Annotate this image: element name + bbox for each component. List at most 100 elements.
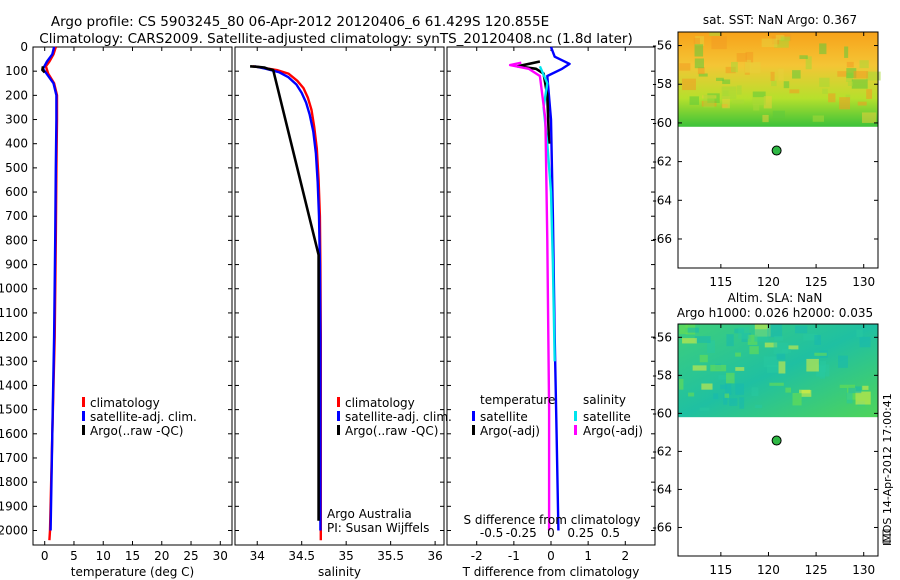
altim-sla-field-cell <box>803 333 818 341</box>
salinity-series-argo <box>250 65 320 521</box>
difference-series-sal_satellite <box>538 65 556 362</box>
altim-sla-field-cell <box>764 342 778 348</box>
altim-sla-field-cell <box>726 372 735 384</box>
sat-sst-field-cell <box>716 77 724 82</box>
depth-tick-label: 2000 <box>0 523 28 537</box>
sat-sst-lat-label: -60 <box>652 116 672 130</box>
altim-sla-argo-marker <box>771 435 782 446</box>
altim-sla-field-cell <box>682 338 697 344</box>
altim-sla-field-cell <box>767 324 783 338</box>
sst-map: -56 -58 -60 -62 -64 -66 115 120 125 130 <box>652 31 881 289</box>
altim-sla-field-cell <box>778 361 786 374</box>
sat-sst-field-cell <box>689 96 699 105</box>
legend-swatch-s-sal_argo <box>574 425 577 435</box>
difference-xtick-label: 2 <box>621 549 629 563</box>
altim-sla-field-cell <box>773 342 789 355</box>
altim-sla-field-cell <box>814 334 821 345</box>
sat-sst-field-cell <box>736 53 747 62</box>
sat-sst-field-cell <box>805 56 812 70</box>
altim-sla-field-cell <box>710 364 727 372</box>
sat-sst-field-cell <box>819 77 830 87</box>
legend-swatch-argo <box>337 425 340 435</box>
sat-sst-field-cell <box>744 62 761 74</box>
altim-sla-field-cell <box>729 398 738 406</box>
difference-series-sal_argo <box>508 61 551 531</box>
sat-sst-field-cell <box>722 79 731 85</box>
depth-tick-label: 200 <box>5 88 28 102</box>
altim-sla-field-cell <box>726 334 734 347</box>
legend-swatch-climatology <box>82 397 85 407</box>
temperature-xtick-label: 20 <box>154 549 169 563</box>
depth-tick-label: 700 <box>5 209 28 223</box>
legend-swatch-climatology <box>337 397 340 407</box>
temperature-xtick-label: 0 <box>41 549 49 563</box>
sat-sst-field-cell <box>783 81 790 89</box>
altim-sla-lat-label: -56 <box>652 330 672 344</box>
sst-map-title: sat. SST: NaN Argo: 0.367 <box>703 13 857 27</box>
temperature-xtick-label: 30 <box>213 549 228 563</box>
altim-sla-field-cell <box>735 367 745 371</box>
depth-tick-label: 1100 <box>0 306 28 320</box>
altim-sla-lat-label: -66 <box>652 520 672 534</box>
altim-sla-field-cell <box>685 327 699 333</box>
altim-sla-field-cell <box>846 392 853 404</box>
s-diff-axis-label: S difference from climatology <box>464 513 641 527</box>
altim-sla-lat-label: -60 <box>652 406 672 420</box>
sat-sst-field-cell <box>745 51 754 63</box>
altim-sla-field-cell <box>774 336 784 341</box>
legend-label-climatology: climatology <box>90 396 160 410</box>
altim-sla-field-cell <box>720 384 727 390</box>
altim-sla-field-cell <box>679 378 684 390</box>
altim-sla-field-cell <box>776 353 786 360</box>
depth-tick-label: 1800 <box>0 475 28 489</box>
difference-series-satellite <box>546 46 571 531</box>
altim-sla-field-cell <box>713 393 719 400</box>
depth-tick-label: 0 <box>20 40 28 54</box>
legend-label-satellite: satellite-adj. clim. <box>90 410 197 424</box>
sat-sst-field-cell <box>819 43 827 55</box>
salinity-xlabel: salinity <box>318 565 361 579</box>
legend-swatch-s-sal_satellite <box>574 411 577 421</box>
sat-sst-field-cell <box>725 66 736 74</box>
difference-xtick-label: 0 <box>547 549 555 563</box>
difference-xtick-label: 1 <box>584 549 592 563</box>
sat-sst-field-cell <box>763 96 772 109</box>
difference-panel: -2 -1 0 1 2 T difference from climatology -0.5… <box>446 46 656 579</box>
sla-map-title-line1: Altim. SLA: NaN <box>728 291 823 305</box>
s-diff-tick-label: -0.25 <box>506 526 537 540</box>
altim-sla-field-cell <box>707 340 715 354</box>
sat-sst-field-cell <box>846 68 857 79</box>
title-line1: Argo profile: CS 5903245_80 06-Apr-2012 … <box>51 14 549 30</box>
altim-sla-field-cell <box>751 387 759 397</box>
depth-tick-label: 1400 <box>0 378 28 392</box>
legend-label-satellite: satellite-adj. clim. <box>345 410 452 424</box>
altim-sla-field-cell <box>724 393 730 398</box>
temperature-panel: 0100200300400500600700800900100011001200… <box>0 40 233 579</box>
sat-sst-field-cell <box>789 89 800 94</box>
sat-sst-field-cell <box>861 112 877 123</box>
legend-swatch-t-satellite <box>472 411 475 421</box>
sat-sst-field-cell <box>778 68 784 81</box>
sat-sst-field-cell <box>839 97 851 110</box>
sat-sst-field-cell <box>697 67 705 75</box>
legend-temperature-title: temperature <box>480 393 555 407</box>
sat-sst-field-cell <box>853 71 869 79</box>
s-diff-tick-label: 0 <box>547 526 555 540</box>
altim-sla-field-cell <box>839 384 856 389</box>
legend-label-argo: Argo(..raw -QC) <box>90 424 183 438</box>
depth-tick-label: 800 <box>5 233 28 247</box>
altim-sla-field-cell <box>699 354 708 363</box>
sat-sst-field-cell <box>837 71 847 77</box>
sat-sst-field-cell <box>711 36 727 50</box>
sat-sst-field-cell <box>762 114 769 123</box>
altim-sla-field-cell <box>820 361 827 373</box>
legend-label-t-argo: Argo(-adj) <box>480 424 540 438</box>
difference-xtick-label: -1 <box>508 549 520 563</box>
sat-sst-field-cell <box>844 46 849 58</box>
temperature-series-argo <box>41 66 46 74</box>
sat-sst-lon-label: 115 <box>709 275 732 289</box>
altim-sla-field-cell <box>819 366 826 379</box>
salinity-xtick-label: 34.5 <box>288 549 315 563</box>
sat-sst-field-cell <box>859 60 869 69</box>
sat-sst-lat-label: -62 <box>652 155 672 169</box>
